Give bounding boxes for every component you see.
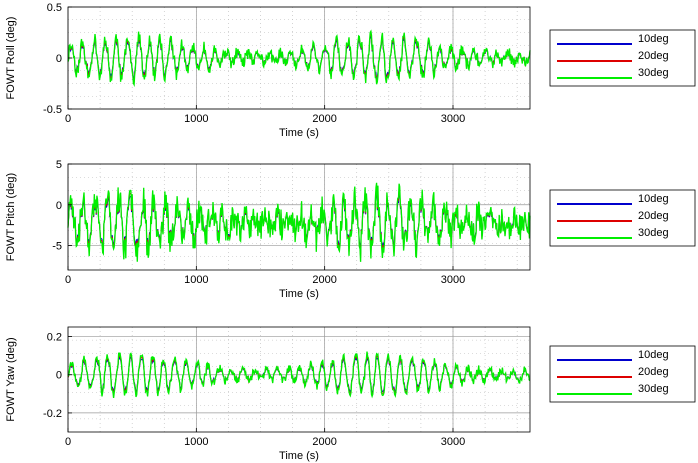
x-tick-label: 2000 — [312, 274, 336, 286]
y-tick-label: 5 — [56, 159, 62, 171]
legend: 10deg 20deg 30deg — [549, 345, 696, 403]
axes-frame — [67, 326, 531, 433]
x-tick-label: 1000 — [184, 113, 208, 125]
x-tick-label: 2000 — [312, 436, 336, 448]
x-axis-label: Time (s) — [279, 450, 319, 462]
y-tick-label: -0.2 — [43, 408, 62, 420]
y-tick-label: 0 — [56, 200, 62, 212]
series-line-30deg — [67, 182, 531, 262]
legend-box — [549, 29, 696, 87]
chart-panel-2: 0 1000 2000 3000 -5 0 5 Time (s) FOWT Pitch (deg… — [5, 159, 696, 300]
legend-label-10deg: 10deg — [638, 349, 669, 361]
legend-box — [549, 189, 696, 247]
y-tick-label: 0 — [56, 370, 62, 382]
y-tick-label: -0.5 — [43, 104, 62, 116]
x-tick-label: 3000 — [441, 274, 465, 286]
legend-label-10deg: 10deg — [638, 33, 669, 45]
x-tick-label: 0 — [65, 113, 71, 125]
y-tick-label: 0.2 — [47, 332, 62, 344]
x-tick-label: 3000 — [441, 436, 465, 448]
y-tick-label: 0 — [56, 53, 62, 65]
x-tick-label: 1000 — [184, 274, 208, 286]
x-tick-label: 2000 — [312, 113, 336, 125]
chart-panel-3: 0 1000 2000 3000 -0.2 0 0.2 Time (s) FOWT Yaw (d… — [5, 326, 696, 462]
x-tick-label: 0 — [65, 436, 71, 448]
legend-label-30deg: 30deg — [638, 227, 669, 239]
legend-label-20deg: 20deg — [638, 366, 669, 378]
legend-label-30deg: 30deg — [638, 67, 669, 79]
series-line-30deg — [67, 29, 531, 88]
y-axis-label: FOWT Roll (deg) — [5, 17, 17, 100]
x-tick-label: 0 — [65, 274, 71, 286]
x-tick-label: 3000 — [441, 113, 465, 125]
x-tick-label: 1000 — [184, 436, 208, 448]
series-line-30deg — [67, 351, 531, 399]
legend-label-30deg: 30deg — [638, 383, 669, 395]
x-axis-label: Time (s) — [279, 127, 319, 139]
legend-label-20deg: 20deg — [638, 50, 669, 62]
y-axis-label: FOWT Pitch (deg) — [5, 173, 17, 261]
y-tick-label: 0.5 — [47, 2, 62, 14]
y-tick-label: -5 — [52, 241, 62, 253]
axes-frame — [67, 163, 531, 271]
legend-label-10deg: 10deg — [638, 193, 669, 205]
legend-box — [549, 345, 696, 403]
y-axis-label: FOWT Yaw (deg) — [5, 337, 17, 421]
legend: 10deg 20deg 30deg — [549, 189, 696, 247]
x-axis-label: Time (s) — [279, 288, 319, 300]
legend: 10deg 20deg 30deg — [549, 29, 696, 87]
legend-label-20deg: 20deg — [638, 210, 669, 222]
